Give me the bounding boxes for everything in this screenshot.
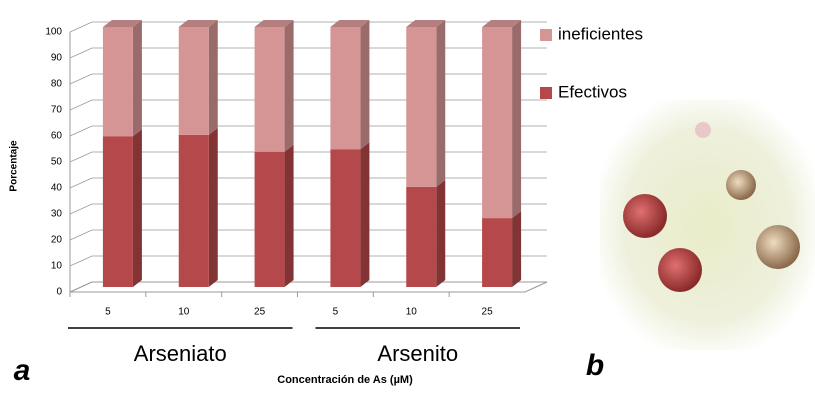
panel-label: a (14, 354, 31, 387)
legend-swatch (540, 29, 552, 41)
x-tick-label: 25 (482, 307, 494, 318)
bar-side (209, 128, 218, 287)
y-axis-title: Porcentaje (9, 140, 20, 192)
y-tick-label: 40 (51, 183, 63, 194)
panel-label: b (586, 349, 604, 382)
bar (103, 27, 133, 136)
legend-label: Efectivos (558, 82, 627, 101)
legend-label: ineficientes (558, 24, 643, 43)
y-tick-label: 100 (45, 27, 62, 38)
bar-side (133, 20, 142, 136)
y-tick-label: 10 (51, 261, 63, 272)
y-tick-label: 20 (51, 235, 63, 246)
bar-side (285, 145, 294, 287)
bar (406, 27, 436, 187)
bar (255, 152, 285, 287)
floor (70, 282, 547, 292)
bar-side (360, 142, 369, 287)
bar-side (512, 211, 521, 287)
bar-side (209, 20, 218, 135)
bar (406, 187, 436, 287)
y-tick-label: 30 (51, 209, 63, 220)
x-axis-title: Concentración de As (µM) (277, 374, 413, 386)
x-tick-label: 25 (254, 307, 266, 318)
grid-line (70, 282, 547, 292)
bar (179, 27, 209, 135)
bar (179, 135, 209, 287)
x-tick-label: 10 (406, 307, 418, 318)
photo (600, 100, 815, 350)
group-label: Arseniato (134, 341, 227, 366)
y-tick-label: 90 (51, 53, 63, 64)
bar (330, 149, 360, 287)
y-tick-label: 70 (51, 105, 63, 116)
y-tick-label: 60 (51, 131, 63, 142)
bar (482, 27, 512, 218)
x-tick-label: 10 (178, 307, 190, 318)
bar-side (133, 129, 142, 287)
bar-side (436, 180, 445, 287)
bar (330, 27, 360, 149)
bar-side (436, 20, 445, 187)
chart: Porcentaje Concentración de As (µM) a b … (0, 0, 815, 400)
bar (482, 218, 512, 287)
x-tick-label: 5 (333, 307, 339, 318)
bar-side (512, 20, 521, 218)
bar-side (360, 20, 369, 149)
y-tick-label: 80 (51, 79, 63, 90)
y-tick-label: 0 (56, 287, 62, 298)
x-tick-label: 5 (105, 307, 111, 318)
bar-side (285, 20, 294, 152)
group-label: Arsenito (377, 341, 458, 366)
legend-swatch (540, 87, 552, 99)
bar (103, 136, 133, 287)
bar (255, 27, 285, 152)
y-tick-label: 50 (51, 157, 63, 168)
